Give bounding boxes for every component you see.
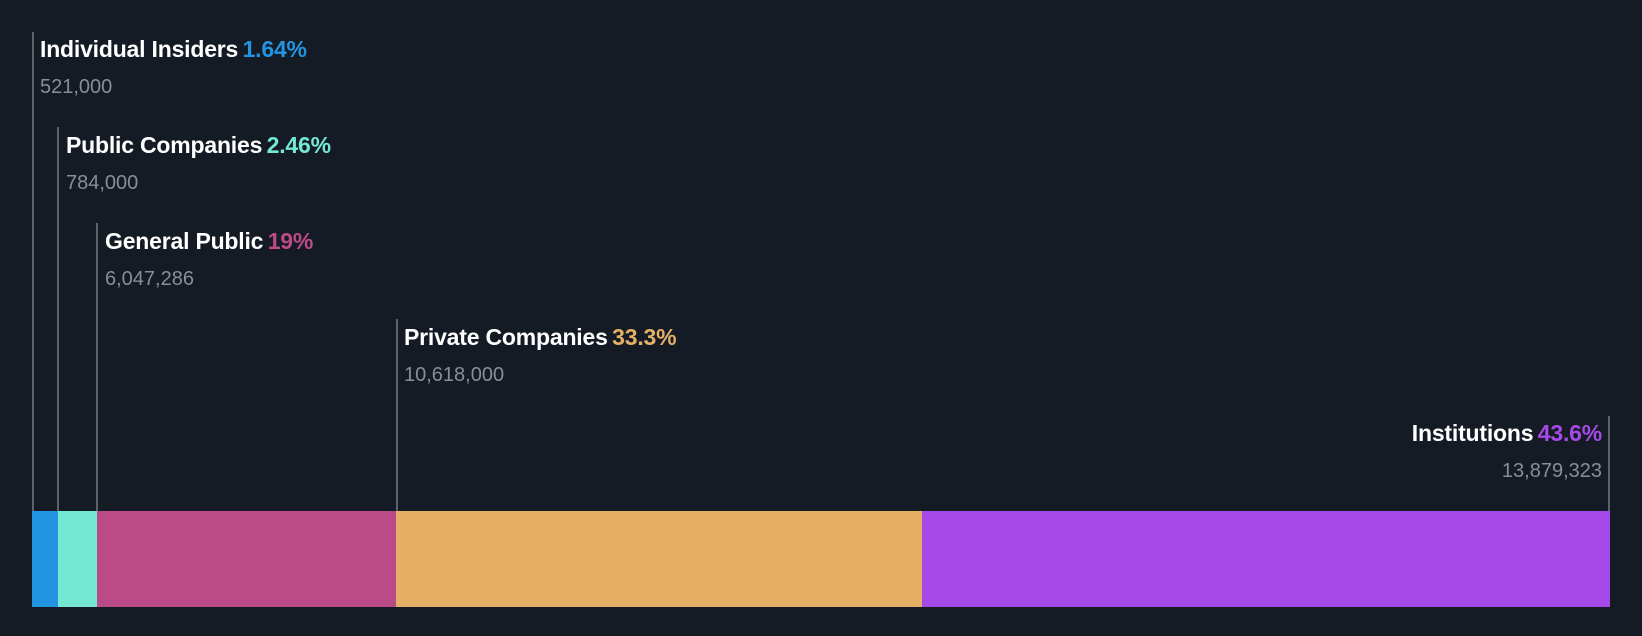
category-name: General Public (105, 228, 264, 254)
category-name: Institutions (1411, 420, 1534, 446)
label-institutions: Institutions 43.6% 13,879,323 (1412, 420, 1602, 483)
category-percent: 1.64% (242, 36, 307, 62)
bar-segment-private-companies (396, 511, 922, 607)
category-name: Individual Insiders (40, 36, 239, 62)
category-percent: 19% (267, 228, 314, 254)
label-individual-insiders: Individual Insiders 1.64% 521,000 (40, 36, 307, 99)
category-name: Private Companies (404, 324, 608, 350)
label-public-companies: Public Companies 2.46% 784,000 (66, 132, 331, 195)
label-private-companies: Private Companies 33.3% 10,618,000 (404, 324, 677, 387)
bar-segment-institutions (922, 511, 1610, 607)
leader-line-private-companies (396, 319, 398, 511)
category-shares: 6,047,286 (105, 268, 194, 290)
leader-line-general-public (96, 223, 98, 511)
leader-line-individual-insiders (32, 32, 34, 511)
category-shares: 521,000 (40, 76, 113, 98)
category-shares: 13,879,323 (1501, 460, 1602, 482)
category-shares: 10,618,000 (404, 364, 505, 386)
bar-segment-general-public (97, 511, 396, 607)
category-percent: 43.6% (1537, 420, 1602, 446)
category-name: Public Companies (66, 132, 263, 158)
category-percent: 2.46% (266, 132, 331, 158)
leader-line-institutions (1608, 416, 1610, 511)
bar-segment-public-companies (58, 511, 97, 607)
bar-segment-individual-insiders (32, 511, 58, 607)
leader-line-public-companies (57, 127, 59, 511)
label-general-public: General Public 19% 6,047,286 (105, 228, 313, 291)
category-percent: 33.3% (612, 324, 677, 350)
category-shares: 784,000 (66, 172, 139, 194)
